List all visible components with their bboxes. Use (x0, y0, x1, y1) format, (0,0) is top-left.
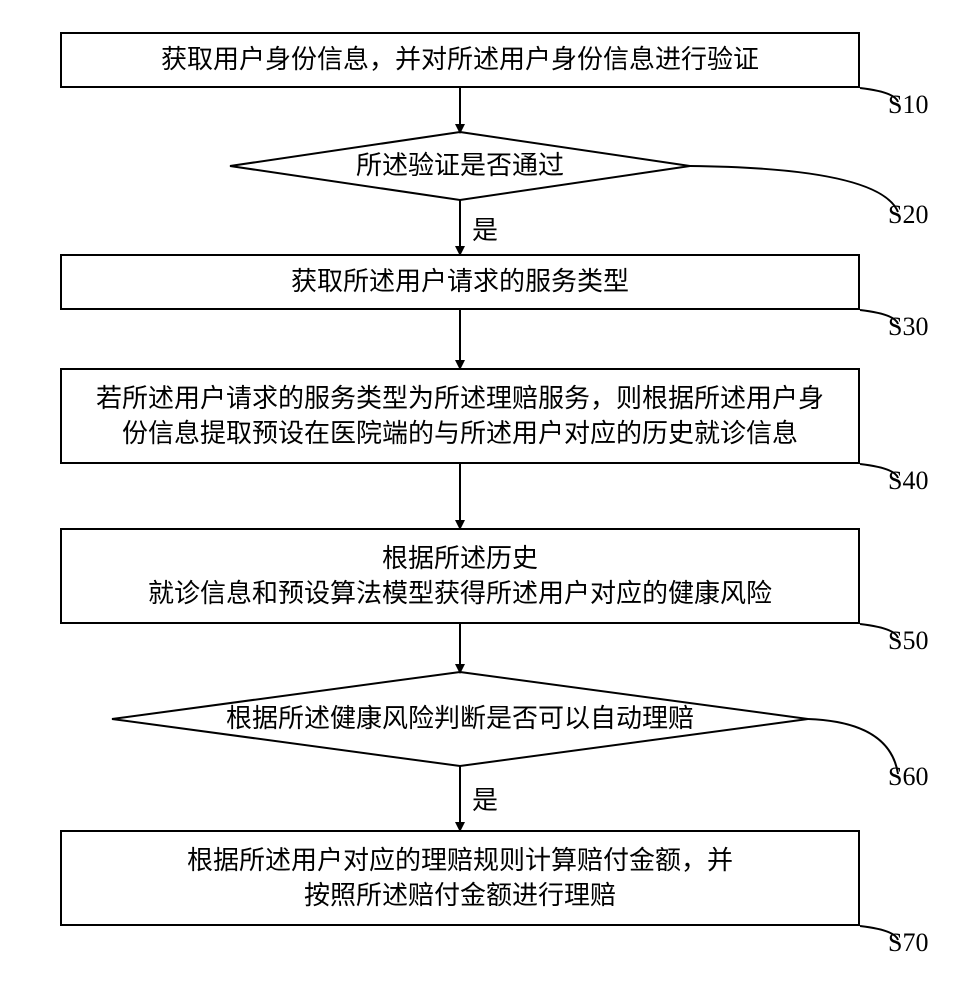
flowchart-canvas: 获取用户身份信息，并对所述用户身份信息进行验证 获取所述用户请求的服务类型 若所… (0, 0, 974, 1000)
node-s10-text: 获取用户身份信息，并对所述用户身份信息进行验证 (153, 38, 767, 81)
node-s20: 所述验证是否通过 (230, 132, 690, 200)
edge-label-s20-yes: 是 (472, 210, 498, 247)
step-label-s50: S50 (888, 626, 928, 656)
step-label-s30: S30 (888, 312, 928, 342)
node-s50: 根据所述历史 就诊信息和预设算法模型获得所述用户对应的健康风险 (60, 528, 860, 624)
edge-label-s60-yes: 是 (472, 780, 498, 817)
node-s60: 根据所述健康风险判断是否可以自动理赔 (112, 672, 808, 766)
node-s40-text: 若所述用户请求的服务类型为所述理赔服务，则根据所述用户身 份信息提取预设在医院端… (88, 377, 832, 455)
step-label-s40: S40 (888, 466, 928, 496)
node-s70: 根据所述用户对应的理赔规则计算赔付金额，并 按照所述赔付金额进行理赔 (60, 830, 860, 926)
callout-s60 (808, 719, 898, 774)
node-s70-text: 根据所述用户对应的理赔规则计算赔付金额，并 按照所述赔付金额进行理赔 (179, 839, 741, 917)
step-label-s70: S70 (888, 928, 928, 958)
node-s30-text: 获取所述用户请求的服务类型 (283, 260, 637, 303)
callout-s20 (690, 166, 898, 212)
node-s40: 若所述用户请求的服务类型为所述理赔服务，则根据所述用户身 份信息提取预设在医院端… (60, 368, 860, 464)
node-s10: 获取用户身份信息，并对所述用户身份信息进行验证 (60, 32, 860, 88)
node-s30: 获取所述用户请求的服务类型 (60, 254, 860, 310)
node-s20-text: 所述验证是否通过 (348, 144, 572, 187)
node-s50-text: 根据所述历史 就诊信息和预设算法模型获得所述用户对应的健康风险 (140, 537, 780, 615)
step-label-s60: S60 (888, 762, 928, 792)
step-label-s20: S20 (888, 200, 928, 230)
step-label-s10: S10 (888, 90, 928, 120)
node-s60-text: 根据所述健康风险判断是否可以自动理赔 (218, 697, 702, 740)
